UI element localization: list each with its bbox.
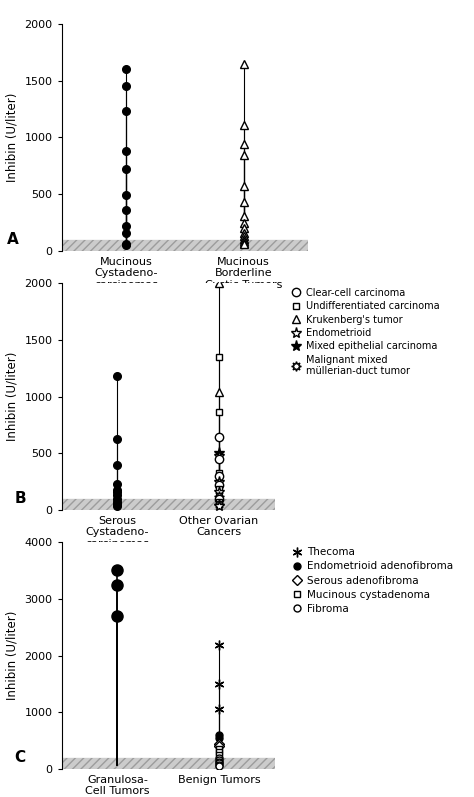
Bar	[62, 758, 275, 769]
Bar	[62, 240, 308, 251]
Text: B: B	[15, 490, 27, 505]
Y-axis label: Inhibin (U/liter): Inhibin (U/liter)	[6, 611, 19, 701]
Y-axis label: Inhibin (U/liter): Inhibin (U/liter)	[6, 92, 19, 183]
Bar	[62, 499, 275, 510]
Text: C: C	[15, 749, 26, 764]
Bar	[62, 758, 275, 769]
Legend: Thecoma, Endometrioid adenofibroma, Serous adenofibroma, Mucinous cystadenoma, F: Thecoma, Endometrioid adenofibroma, Sero…	[291, 548, 454, 614]
Legend: Clear-cell carcinoma, Undifferentiated carcinoma, Krukenberg's tumor, Endometrio: Clear-cell carcinoma, Undifferentiated c…	[291, 288, 439, 376]
Text: A: A	[8, 231, 19, 246]
Y-axis label: Inhibin (U/liter): Inhibin (U/liter)	[6, 351, 19, 442]
Bar	[62, 240, 308, 251]
Bar	[62, 499, 275, 510]
